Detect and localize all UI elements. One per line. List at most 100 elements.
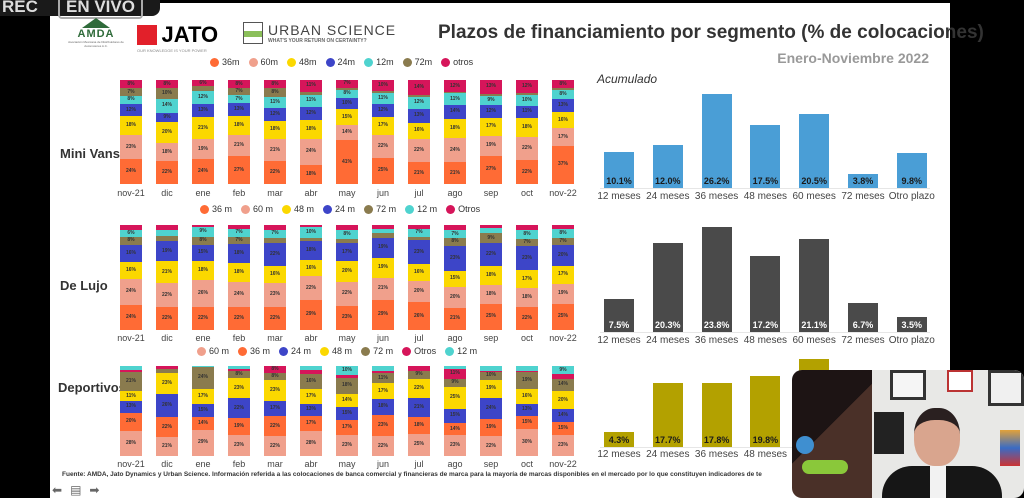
stacked-bar: 24% 19% 21% 13% 12% 6% <box>192 80 214 184</box>
bar-segment: 10% <box>336 366 358 376</box>
bar-segment: 8% <box>444 237 466 247</box>
segment-label: 17% <box>197 392 208 399</box>
arrow-left-icon[interactable]: ⬅ <box>52 483 63 497</box>
category-label: ene <box>195 188 211 198</box>
legend-item: Otros <box>402 346 436 356</box>
segment-label: 18% <box>233 249 244 256</box>
bar-segment: 22% <box>264 306 286 330</box>
urban-science-wordmark: URBAN SCIENCE <box>268 22 397 38</box>
legend-swatch <box>402 57 412 67</box>
segment-label: 13% <box>197 107 208 114</box>
bar-segment: 12% <box>264 108 286 121</box>
value-label: 17.7% <box>655 434 681 445</box>
segment-label: 22% <box>269 169 280 176</box>
category-label: ago <box>447 459 463 469</box>
legend-item: 60m <box>248 57 278 67</box>
bar-segment: 21% <box>192 117 214 140</box>
stacked-bar: 25% 18% 21% 22% 9% <box>408 366 430 456</box>
segment-label: 22% <box>269 422 280 429</box>
category-label: 48 meses <box>743 449 788 460</box>
segment-label: 22% <box>521 168 532 175</box>
segment-label: 8% <box>235 80 243 87</box>
segment-label: 14% <box>341 396 352 403</box>
stacked-bar: 24% 24% 16% 16% 8% 6% <box>120 225 142 330</box>
bar-segment: 20% <box>552 244 574 266</box>
segment-label: 25% <box>413 441 424 448</box>
category-label: 24 meses <box>646 191 690 202</box>
bar-segment: 11% <box>372 92 394 105</box>
segment-label: 8% <box>559 80 567 87</box>
stacked-bar: 29% 22% 16% 18% 10% <box>300 225 322 330</box>
bar-segment: 25% <box>480 303 502 330</box>
bar-segment: 16% <box>300 259 322 277</box>
category-label: nov-21 <box>117 459 145 469</box>
bar-segment: 22% <box>300 276 322 300</box>
accumulated-bar: 6.7% <box>848 302 878 332</box>
bar-segment: 19% <box>372 237 394 258</box>
segment-label: 24% <box>305 148 316 155</box>
segment-label: 8% <box>127 96 135 103</box>
segment-label: 8% <box>451 238 459 245</box>
bar-segment: 17% <box>192 388 214 404</box>
bar-segment: 11% <box>264 96 286 109</box>
bar-segment: 26% <box>156 393 178 418</box>
stacked-bar: 26% 20% 16% 23% 7% <box>408 225 430 330</box>
bar-segment: 17% <box>552 128 574 146</box>
bar-segment: 12% <box>120 103 142 117</box>
bar-segment: 15% <box>444 409 466 423</box>
category-label: ene <box>195 459 211 469</box>
category-label: 12 meses <box>597 449 641 460</box>
segment-label: 8% <box>271 373 279 380</box>
segment-label: 15% <box>557 425 568 432</box>
bar-segment: 16% <box>408 122 430 140</box>
segment-label: 17% <box>557 271 568 278</box>
bar-segment: 14% <box>444 104 466 120</box>
stacked-bar: 27% 19% 17% 12% 9% 13% <box>480 80 502 184</box>
category-label: jul <box>414 459 424 469</box>
bar-segment: 11% <box>516 105 538 118</box>
stacked-bar: 28% 20% 13% 11% 21% <box>120 366 142 456</box>
slides-icon[interactable]: ▤ <box>70 483 82 497</box>
chart-legend: 36 m 60 m 48 m 24 m 72 m 12 m Otros <box>200 204 480 214</box>
segment-label: 18% <box>485 290 496 297</box>
segment-label: 25% <box>485 313 496 320</box>
segment-label: 7% <box>559 237 567 244</box>
segment-label: 15% <box>341 113 352 120</box>
bar-segment: 18% <box>300 164 322 184</box>
segment-label: 17% <box>341 248 352 255</box>
stacked-bar: 22% 22% 21% 19% <box>156 225 178 330</box>
bar-segment: 29% <box>300 299 322 330</box>
segment-label: 12% <box>449 82 460 89</box>
bar-segment: 14% <box>336 125 358 141</box>
bar-segment: 16% <box>516 389 538 404</box>
accumulated-bar: 3.8% <box>848 174 878 188</box>
stacked-bar: 28% 17% 13% 17% 16% <box>300 366 322 456</box>
segment-label-minivans: Mini Vans <box>60 146 120 161</box>
legend-label: Otros <box>458 204 481 214</box>
bar-segment <box>192 86 214 92</box>
segment-label: 24% <box>125 168 136 175</box>
category-label: oct <box>520 333 533 343</box>
bar-segment: 21% <box>156 437 178 456</box>
category-label: 72 meses <box>841 191 885 202</box>
bar-segment <box>480 366 502 371</box>
segment-label: 22% <box>161 314 172 321</box>
segment-label: 18% <box>125 122 136 129</box>
accumulated-bar: 20.5% <box>799 114 830 188</box>
baseline <box>600 447 930 448</box>
bar-segment: 9% <box>552 366 574 375</box>
segment-label: 19% <box>485 142 496 149</box>
bar-segment: 18% <box>264 120 286 140</box>
bar-segment: 22% <box>228 306 250 330</box>
bar-segment: 17% <box>300 415 322 431</box>
segment-label: 12% <box>197 94 208 101</box>
bar-segment: 26% <box>192 279 214 307</box>
segment-label: 21% <box>125 378 136 385</box>
arrow-right-icon[interactable]: ➡ <box>89 483 100 497</box>
segment-label: 21% <box>449 315 460 322</box>
category-label: oct <box>520 188 533 198</box>
value-label: 7.5% <box>608 320 630 330</box>
legend-label: 60 m <box>209 346 230 356</box>
segment-label: 14% <box>341 129 352 136</box>
legend-swatch <box>325 57 335 67</box>
